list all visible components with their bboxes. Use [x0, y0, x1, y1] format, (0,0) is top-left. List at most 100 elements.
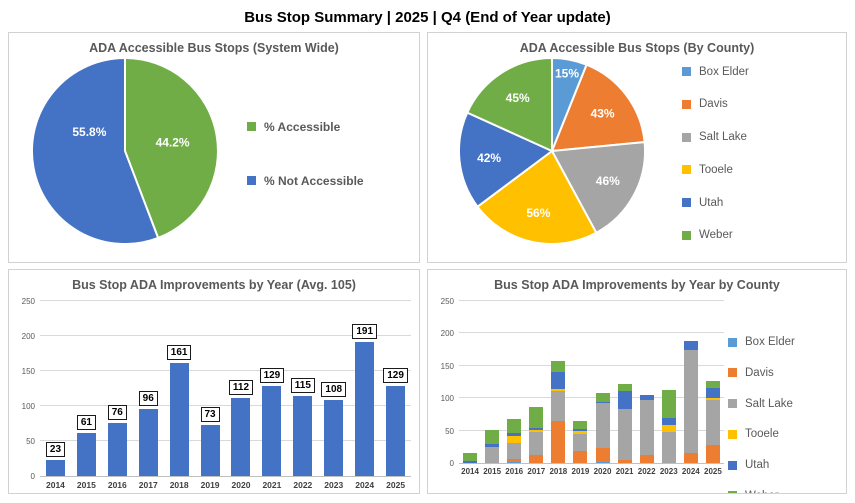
y-tick-label: 200 [21, 332, 35, 341]
legend-item-davis: Davis [728, 367, 838, 379]
legend-item-utah: Utah [728, 459, 838, 471]
legend-label: Weber [699, 229, 733, 242]
pie-data-label-weber: 45% [506, 91, 530, 105]
segment-2024-davis [683, 453, 698, 463]
legend-by-county: Box Elder Davis Salt Lake Tooele Utah Weber [682, 66, 749, 242]
legend-swatch-utah [682, 198, 691, 208]
gridline [40, 370, 411, 371]
bar-stack-2019 [573, 420, 588, 463]
panel-by-county-pie: ADA Accessible Bus Stops (By County) 15%… [427, 32, 847, 263]
legend-label: Salt Lake [745, 397, 793, 410]
panel-improvements-by-county: Bus Stop ADA Improvements by Year by Cou… [427, 269, 847, 494]
segment-2024-utah [683, 341, 698, 350]
segment-2022-utah [639, 394, 654, 401]
x-tick-label-2021: 2021 [262, 480, 282, 490]
bar-stack-2017 [529, 406, 544, 463]
x-tick-label-2014: 2014 [46, 480, 65, 490]
segment-2016-utah [507, 432, 522, 436]
legend-item-not-accessible: % Not Accessible [247, 174, 364, 188]
bar-value-label-2019: 73 [200, 406, 220, 422]
bar-stack-2014 [463, 453, 478, 463]
segment-2021-utah [617, 391, 632, 410]
segment-2018-utah [551, 371, 566, 389]
segment-2025-tooele [705, 397, 720, 400]
legend-label: Davis [699, 98, 728, 111]
bar-chart-improvements-by-year: 0 50 100 150 200 250 23 61 76 96 161 73 112 129 115 108… [9, 294, 419, 490]
x-tick-label-2024: 2024 [681, 467, 700, 476]
plot-area [459, 300, 724, 464]
pie-data-label-tooele: 56% [526, 206, 550, 220]
bar-stack-2018 [551, 361, 566, 463]
x-tick-label-2016: 2016 [505, 467, 524, 476]
pie-area-system-wide: 44.2% 55.8% % Accessible % Not Accessible [9, 56, 419, 250]
y-tick-label: 200 [440, 329, 454, 339]
legend-label: Tooele [745, 428, 779, 441]
bar-stack-2023 [661, 389, 676, 463]
segment-2019-utah [573, 428, 588, 432]
legend-swatch-accessible [247, 122, 256, 131]
segment-2025-salt-lake [705, 399, 720, 445]
bar-stack-2016 [507, 419, 522, 463]
legend-label: Weber [745, 490, 779, 493]
legend-by-county-stacked: Box Elder Davis Salt Lake Tooele Utah Weber [728, 336, 838, 493]
y-tick-label: 0 [449, 459, 454, 468]
legend-item-weber: Weber [682, 229, 749, 241]
segment-2018-weber [551, 361, 566, 372]
bar-cell-2017 [525, 302, 547, 463]
bar-value-label-2015: 61 [76, 415, 96, 431]
bar-stack-2021 [617, 384, 632, 463]
segment-2020-weber [595, 393, 610, 402]
bar-cell-2022 [636, 302, 658, 463]
x-axis-labels: 2014 2015 2016 2017 2018 2019 2020 2021 2022 2023… [40, 477, 411, 490]
legend-swatch-weber [728, 491, 737, 493]
legend-swatch-davis [682, 99, 691, 109]
legend-swatch-tooele [682, 165, 691, 175]
legend-swatch-salt-lake [728, 399, 737, 409]
pie-slice-accessible [124, 56, 219, 240]
segment-2022-davis [639, 455, 654, 463]
bar-2014 [45, 459, 65, 476]
segment-2025-utah [705, 387, 720, 398]
bar-value-label-2018: 161 [166, 345, 192, 361]
x-tick-label-2020: 2020 [593, 467, 612, 476]
legend-item-weber: Weber [728, 490, 838, 493]
y-tick-label: 100 [21, 402, 35, 411]
bar-stack-2022 [639, 394, 654, 463]
bar-cell-2016 [503, 302, 525, 463]
bar-cell-2020: 112 [226, 302, 257, 476]
segment-2021-weber [617, 384, 632, 392]
x-tick-label-2025: 2025 [386, 480, 406, 490]
stacked-bar-chart-by-county: 0 50 100 150 200 250 2014 2015 2016 2017 2018 2019 2… [434, 297, 724, 493]
y-tick-label: 50 [445, 426, 454, 436]
bar-value-label-2024: 191 [352, 324, 378, 340]
legend-system-wide: % Accessible % Not Accessible [247, 120, 364, 188]
y-tick-label: 150 [440, 361, 454, 371]
x-tick-label-2023: 2023 [659, 467, 678, 476]
segment-2014-utah [463, 461, 478, 463]
pie-slice-weber [465, 56, 553, 153]
y-tick-label: 250 [21, 297, 35, 306]
pie-data-label-accessible: 44.2% [156, 135, 190, 149]
pie-data-label-utah: 42% [477, 151, 501, 165]
x-tick-label-2020: 2020 [231, 480, 251, 490]
x-axis-labels: 2014 2015 2016 2017 2018 2019 2020 2021 2022 2023… [459, 464, 724, 476]
stacked-chart-area: 0 50 100 150 200 250 2014 2015 2016 2017 2018 2019 2… [428, 294, 846, 493]
segment-2024-salt-lake [683, 349, 698, 454]
legend-swatch-tooele [728, 429, 737, 439]
segment-2023-tooele [661, 425, 676, 432]
x-tick-label-2022: 2022 [637, 467, 656, 476]
segment-2017-davis [529, 454, 544, 463]
segment-2023-utah [661, 417, 676, 426]
segment-2015-utah [485, 443, 500, 447]
segment-2014-weber [463, 453, 478, 462]
x-tick-label-2019: 2019 [571, 467, 590, 476]
segment-2016-salt-lake [507, 442, 522, 459]
pie-data-label-box-elder: 15% [555, 67, 579, 81]
segment-2020-davis [595, 448, 610, 462]
bar-value-label-2020: 112 [228, 379, 254, 395]
gridline [40, 300, 411, 301]
legend-item-utah: Utah [682, 197, 749, 209]
pie-data-label-davis: 43% [591, 106, 615, 120]
bar-cell-2015: 61 [71, 302, 102, 476]
x-tick-label-2022: 2022 [293, 480, 313, 490]
